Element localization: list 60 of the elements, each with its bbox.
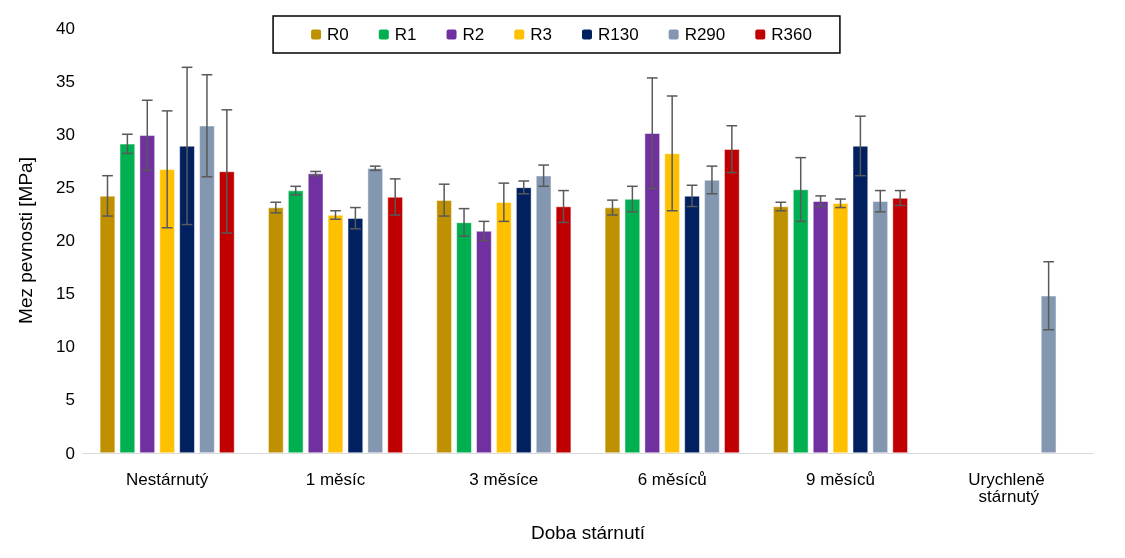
bar xyxy=(139,135,155,453)
bar xyxy=(704,179,720,453)
bar xyxy=(347,218,364,453)
legend-label: R290 xyxy=(684,25,726,44)
bar xyxy=(684,195,700,453)
x-tick-label: 6 měsíců xyxy=(637,470,707,489)
y-tick-label: 5 xyxy=(65,390,75,410)
bar xyxy=(644,133,660,453)
bar xyxy=(604,207,621,453)
legend-label: R360 xyxy=(771,25,812,44)
y-tick-label: 40 xyxy=(56,18,75,38)
y-tick-label: 10 xyxy=(56,337,75,357)
legend-label: R1 xyxy=(394,25,417,44)
bar xyxy=(1040,295,1057,453)
bar xyxy=(555,206,572,453)
bar xyxy=(199,125,215,453)
legend-label: R130 xyxy=(598,25,639,44)
y-tick-label: 20 xyxy=(56,231,75,250)
legend-label: R3 xyxy=(530,25,552,44)
bar xyxy=(535,175,552,453)
bar xyxy=(624,199,641,453)
bar xyxy=(872,201,888,453)
bar xyxy=(456,222,472,453)
x-tick-label: Urychleně stárnutý xyxy=(968,470,1050,506)
y-tick-label: 0 xyxy=(65,443,75,463)
bar xyxy=(476,230,492,453)
x-tick-label: 1 měsíc xyxy=(305,470,366,489)
bar xyxy=(387,196,403,453)
bar xyxy=(119,143,136,453)
bar xyxy=(832,203,849,453)
x-axis-title: Doba stárnutí xyxy=(530,522,646,543)
bar xyxy=(179,145,195,453)
bar xyxy=(773,206,789,453)
bar xyxy=(99,195,116,453)
bar xyxy=(892,198,908,453)
bar xyxy=(436,200,452,453)
x-tick-label: 3 měsíce xyxy=(469,470,539,489)
bar xyxy=(307,173,324,453)
bar xyxy=(516,187,532,453)
bar xyxy=(496,202,512,453)
y-tick-label: 25 xyxy=(56,177,75,197)
bar xyxy=(367,168,383,453)
x-tick-label: 9 měsíců xyxy=(806,470,875,489)
y-tick-label: 35 xyxy=(56,71,75,91)
y-axis-title: Mez pevnosti [MPa] xyxy=(15,157,36,324)
bar xyxy=(793,189,809,453)
bar xyxy=(327,215,344,453)
legend-label: R2 xyxy=(462,25,485,44)
bar xyxy=(219,171,235,453)
bar xyxy=(812,201,829,453)
bar xyxy=(664,153,680,453)
x-tick-label: Nestárnutý xyxy=(126,470,209,489)
bar xyxy=(852,145,869,453)
legend-label: R0 xyxy=(327,25,349,44)
bar xyxy=(724,149,740,453)
y-tick-label: 15 xyxy=(56,284,75,304)
bar xyxy=(268,207,284,453)
bar xyxy=(159,169,175,453)
y-tick-label: 30 xyxy=(56,124,75,144)
bar xyxy=(288,190,304,453)
